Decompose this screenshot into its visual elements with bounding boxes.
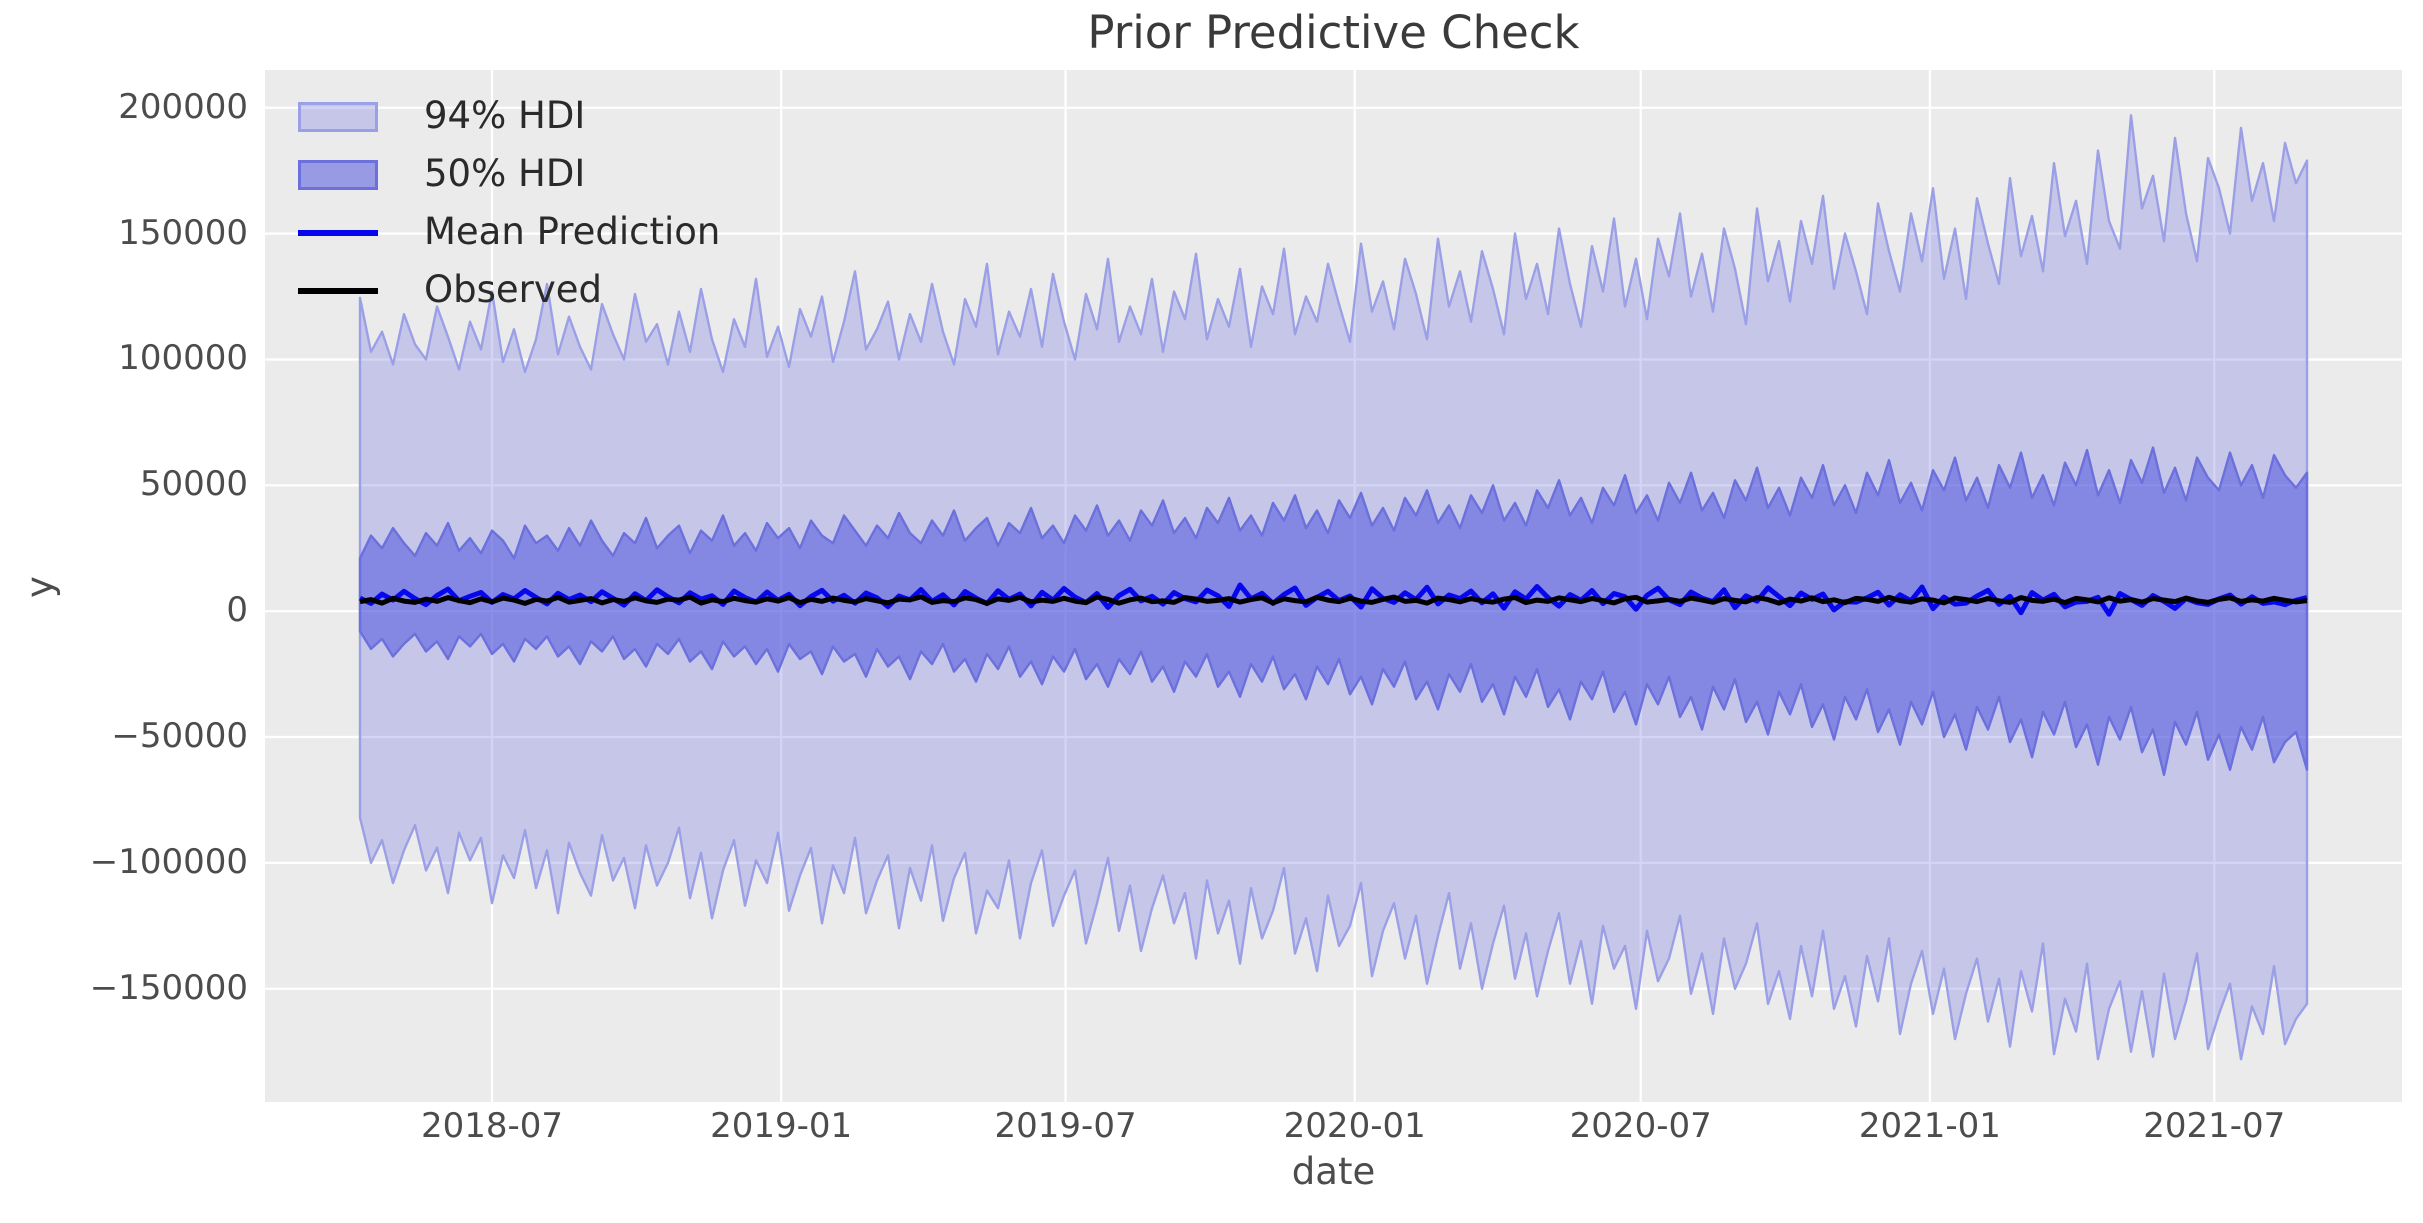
x-axis-label: date — [1291, 1150, 1376, 1193]
legend-label-94-hdi: 94% HDI — [424, 94, 586, 138]
x-tick-label: 2020-01 — [1283, 1106, 1426, 1146]
legend-item-mean-prediction: Mean Prediction — [298, 210, 720, 255]
legend-label-50-hdi: 50% HDI — [424, 152, 586, 196]
x-tick-label: 2019-01 — [710, 1106, 853, 1146]
observed-line-icon — [298, 287, 378, 294]
y-tick-label: −50000 — [111, 716, 248, 757]
hdi-50-patch-icon — [298, 159, 378, 190]
legend-item-94-hdi: 94% HDI — [298, 94, 720, 139]
y-tick-label: 100000 — [118, 338, 248, 379]
x-tick-label: 2019-07 — [994, 1106, 1137, 1146]
legend: 94% HDI 50% HDI Mean Prediction Observed — [298, 94, 720, 313]
y-tick-label: 50000 — [139, 464, 248, 505]
y-tick-label: −150000 — [89, 967, 248, 1008]
observed-line — [359, 594, 2308, 606]
legend-label-mean-prediction: Mean Prediction — [424, 210, 721, 254]
mean-prediction-line-icon — [298, 229, 378, 236]
x-tick-label: 2021-07 — [2143, 1106, 2286, 1146]
y-tick-label: 150000 — [118, 212, 248, 253]
x-tick-label: 2018-07 — [420, 1106, 564, 1146]
y-tick-label: 0 — [226, 590, 248, 631]
hdi-50-band — [358, 446, 2309, 776]
y-tick-label: 200000 — [118, 86, 248, 127]
hdi-94-patch-icon — [298, 101, 378, 132]
legend-item-50-hdi: 50% HDI — [298, 152, 720, 197]
legend-item-observed: Observed — [298, 268, 720, 313]
hdi-94-band — [358, 114, 2309, 1061]
x-tick-label: 2021-01 — [1858, 1106, 2001, 1146]
legend-label-observed: Observed — [424, 268, 603, 312]
x-tick-label: 2020-07 — [1569, 1106, 1712, 1146]
chart-title: Prior Predictive Check — [1087, 6, 1580, 59]
y-tick-label: −100000 — [89, 842, 248, 883]
